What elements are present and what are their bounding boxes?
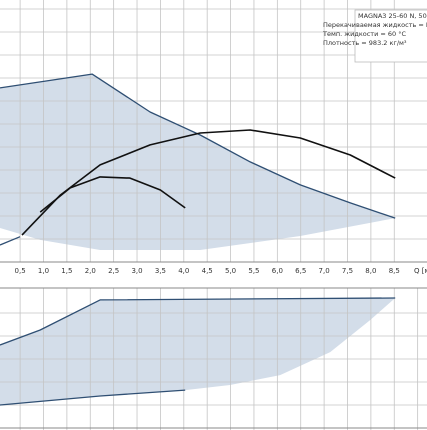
operating-area [0,298,396,405]
x-tick-label: 6,0 [272,267,283,275]
x-tick-label: 2,5 [108,267,119,275]
info-box [354,9,427,63]
x-tick-label: 6,5 [295,267,306,275]
curve [0,73,396,219]
x-tick-label: 8,0 [365,267,376,275]
x-tick-label: 0,5 [15,267,26,275]
x-tick-label: 3,5 [155,267,166,275]
info-text: MAGNA3 25-60 N, 50Hz [358,12,427,20]
x-tick-label: 2,0 [85,267,96,275]
x-tick-label: 7,5 [342,267,353,275]
x-tick-label: 8,5 [389,267,400,275]
x-tick-label: 4,5 [202,267,213,275]
x-tick-label: 4,0 [178,267,189,275]
x-tick-label: 7,0 [319,267,330,275]
x-tick-label: 1,5 [61,267,72,275]
info-text: Плотность = 983.2 кг/м³ [323,39,407,47]
x-tick-label: 5,0 [225,267,236,275]
curve [0,236,21,246]
x-tick-label: 5,5 [248,267,259,275]
curve [21,129,396,236]
operating-area [0,74,396,250]
curve [0,389,186,406]
x-tick-label: 1,0 [38,267,49,275]
x-tick-label: 3,0 [131,267,142,275]
curve [39,176,186,213]
x-axis-label: Q [м³/ч] [414,267,427,275]
curve [0,297,396,346]
info-text: Перекачиваемая жидкость = Вода [323,21,427,29]
info-text: Темп. жидкости = 60 °C [322,30,406,38]
